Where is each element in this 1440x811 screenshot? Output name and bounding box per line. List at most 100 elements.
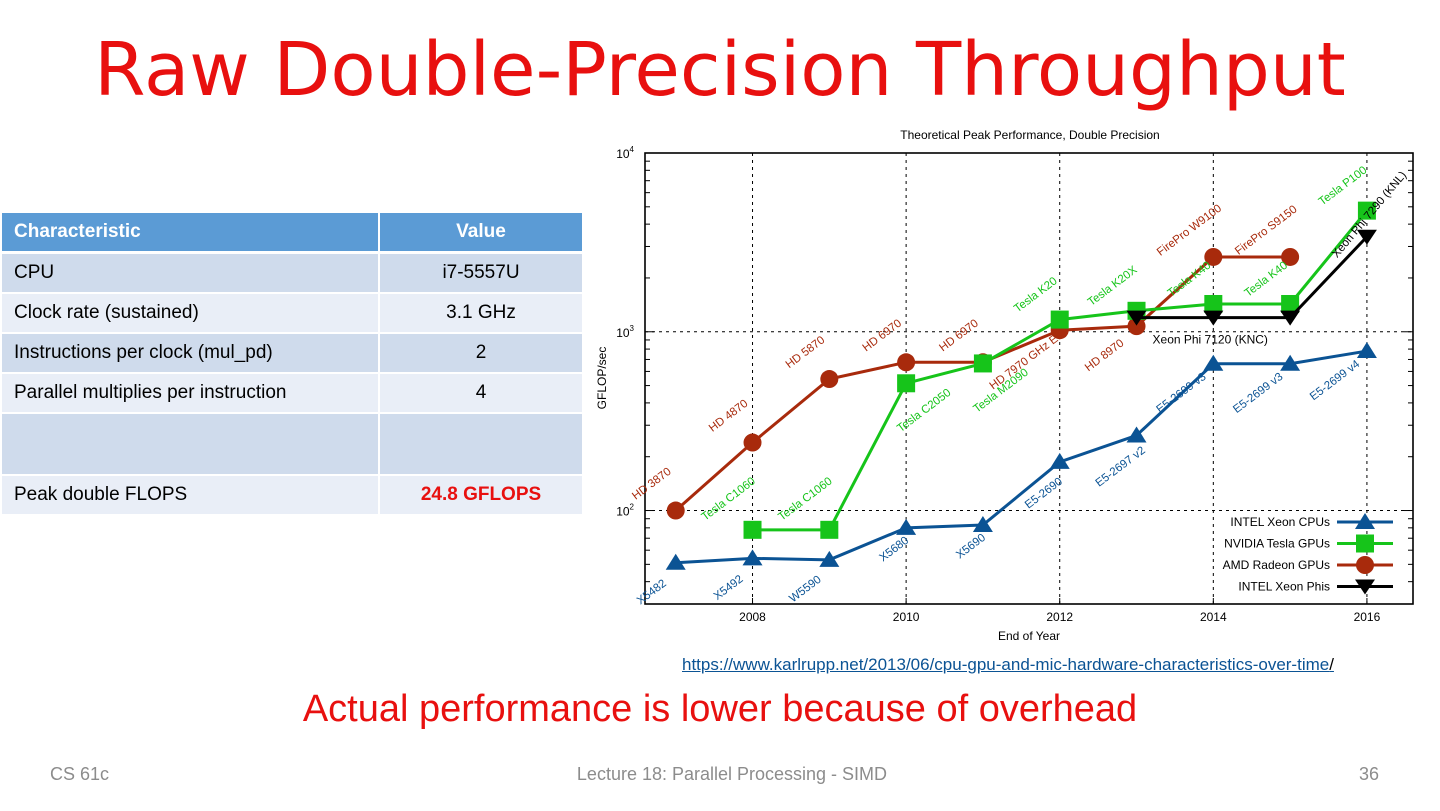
legend-label: INTEL Xeon Phis <box>1238 580 1330 594</box>
source-link-url[interactable]: https://www.karlrupp.net/2013/06/cpu-gpu… <box>682 655 1330 674</box>
header-value: Value <box>379 213 582 254</box>
data-label: Tesla K40 <box>1166 260 1214 300</box>
row-label: CPU <box>2 252 380 294</box>
y-tick-exponent: 2 <box>630 503 635 512</box>
peak-flops-value: 24.8 GFLOPS <box>379 475 582 516</box>
source-link[interactable]: https://www.karlrupp.net/2013/06/cpu-gpu… <box>682 655 1334 675</box>
data-point <box>1280 354 1301 371</box>
data-label: Tesla K20 <box>1012 275 1060 315</box>
row-label: Clock rate (sustained) <box>2 293 380 334</box>
data-label: HD 5870 <box>784 334 827 371</box>
x-axis-label: End of Year <box>998 629 1060 643</box>
data-label: HD 6970 <box>937 317 980 354</box>
footer-page-number: 36 <box>1358 764 1379 784</box>
row-label <box>2 413 380 476</box>
header-characteristic: Characteristic <box>2 213 380 254</box>
data-point <box>897 353 916 372</box>
x-tick-label: 2010 <box>893 610 920 624</box>
characteristics-table: Characteristic Value CPU i7-5557U Clock … <box>2 213 582 516</box>
data-label: E5-2697 v2 <box>1094 445 1148 490</box>
footer-lecture: Lecture 18: Parallel Processing - SIMD <box>576 764 888 784</box>
y-axis-label: GFLOP/sec <box>595 347 609 410</box>
chart-axes: 102 103 104 2008 2010 2012 2014 2016 <box>616 145 1414 624</box>
row-label: Peak double FLOPS <box>2 475 380 516</box>
chart-title: Theoretical Peak Performance, Double Pre… <box>900 128 1159 142</box>
data-point <box>1356 342 1377 359</box>
data-point <box>973 354 992 373</box>
data-point <box>1357 201 1376 220</box>
table-row: Instructions per clock (mul_pd) 2 <box>2 333 582 374</box>
data-point <box>819 550 840 567</box>
slide-title: Raw Double-Precision Throughput <box>94 27 1346 113</box>
data-label: HD 6970 <box>861 317 904 354</box>
data-point <box>665 553 686 570</box>
y-tick-label: 104 <box>616 145 634 161</box>
x-tick-label: 2014 <box>1200 610 1227 624</box>
table-row: Parallel multiplies per instruction 4 <box>2 373 582 414</box>
data-point <box>1050 310 1069 329</box>
legend-label: NVIDIA Tesla GPUs <box>1224 537 1330 551</box>
data-label: E5-2699 v4 <box>1308 358 1363 403</box>
data-point <box>1127 317 1146 336</box>
phi-annotation: Xeon Phi 7120 (KNC) <box>1153 333 1268 347</box>
legend-marker <box>1355 513 1375 529</box>
chart-svg: 102 103 104 2008 2010 2012 2014 2016 Theoretica… <box>595 128 1414 643</box>
data-label: X5690 <box>954 532 988 562</box>
row-value: 3.1 GHz <box>379 293 582 334</box>
x-tick-label: 2008 <box>739 610 766 624</box>
data-point <box>820 520 839 539</box>
data-label: Tesla P100 <box>1317 164 1370 208</box>
table-row-empty <box>2 413 582 476</box>
row-value: 2 <box>379 333 582 374</box>
legend-label: AMD Radeon GPUs <box>1223 558 1330 572</box>
table-row: Clock rate (sustained) 3.1 GHz <box>2 293 582 334</box>
data-label: Tesla K40 <box>1243 260 1291 300</box>
data-point <box>1049 452 1070 469</box>
x-tick-label: 2012 <box>1046 610 1073 624</box>
data-point <box>1281 294 1300 313</box>
footer-course: CS 61c <box>50 764 110 784</box>
data-label: E5-2699 v3 <box>1154 371 1208 416</box>
row-label: Parallel multiplies per instruction <box>2 373 380 414</box>
row-value: i7-5557U <box>379 252 582 294</box>
data-point <box>1203 310 1224 326</box>
data-point <box>742 549 763 566</box>
data-point <box>820 370 839 389</box>
series-line <box>1136 235 1369 320</box>
data-point <box>1281 247 1300 266</box>
row-value: 4 <box>379 373 582 414</box>
table-row-peak: Peak double FLOPS 24.8 GFLOPS <box>2 475 582 516</box>
source-link-tail[interactable]: / <box>1329 655 1334 674</box>
legend-item: INTEL Xeon CPUs <box>1230 513 1393 529</box>
series-line <box>675 349 1368 565</box>
data-label: HD 3870 <box>630 466 673 503</box>
performance-chart: 102 103 104 2008 2010 2012 2014 2016 Theoretica… <box>595 125 1435 650</box>
data-label: Tesla C2050 <box>895 387 953 435</box>
y-tick-label: 103 <box>616 324 634 340</box>
chart-legend: INTEL Xeon CPUs NVIDIA Tesla GPUs AMD Rade… <box>1223 513 1393 595</box>
data-point <box>1204 294 1223 313</box>
legend-item: AMD Radeon GPUs <box>1223 556 1393 574</box>
data-label: W5590 <box>787 574 823 606</box>
legend-label: INTEL Xeon CPUs <box>1230 515 1330 529</box>
data-point <box>1356 229 1377 245</box>
table-row: CPU i7-5557U <box>2 252 582 294</box>
data-label: E5-2699 v3 <box>1231 371 1285 416</box>
data-label: HD 4870 <box>707 398 750 435</box>
data-point <box>1280 310 1301 326</box>
y-tick-exponent: 3 <box>630 324 635 333</box>
data-point <box>1203 354 1224 371</box>
data-label: E5-2690 <box>1023 476 1065 512</box>
data-point <box>1126 310 1147 326</box>
data-point <box>1204 247 1223 266</box>
data-point <box>743 520 762 539</box>
data-label: X5492 <box>712 573 746 603</box>
x-tick-label: 2016 <box>1354 610 1381 624</box>
legend-marker <box>1355 579 1375 595</box>
plot-frame <box>644 152 1414 605</box>
data-point <box>743 433 762 452</box>
data-point <box>897 374 916 393</box>
data-point <box>896 518 917 535</box>
data-point <box>1126 426 1147 443</box>
